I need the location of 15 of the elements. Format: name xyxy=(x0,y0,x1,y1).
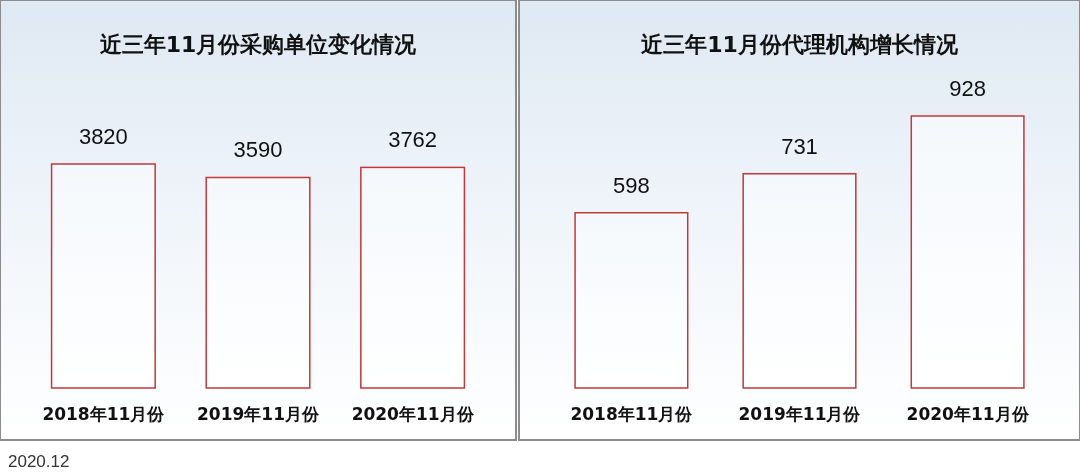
x-tick-label: 2018年11月份 xyxy=(42,404,166,424)
chart-title: 近三年11月份采购单位变化情况 xyxy=(98,32,418,57)
x-tick-label: 2019年11月份 xyxy=(197,404,320,424)
data-label: 3820 xyxy=(78,124,128,149)
data-label: 598 xyxy=(613,172,650,198)
x-tick-label: 2019年11月份 xyxy=(738,404,862,424)
x-tick-label: 2018年11月份 xyxy=(570,404,694,424)
data-label: 3590 xyxy=(233,137,283,163)
x-tick-label: 2020年11月份 xyxy=(351,404,475,424)
data-label: 928 xyxy=(949,76,986,101)
text: 2020.12 xyxy=(8,452,70,471)
data-label: 731 xyxy=(781,133,818,159)
chart-title: 近三年11月份代理机构增长情况 xyxy=(640,32,959,57)
data-label: 3762 xyxy=(388,127,438,153)
x-tick-label: 2020年11月份 xyxy=(906,404,1030,424)
